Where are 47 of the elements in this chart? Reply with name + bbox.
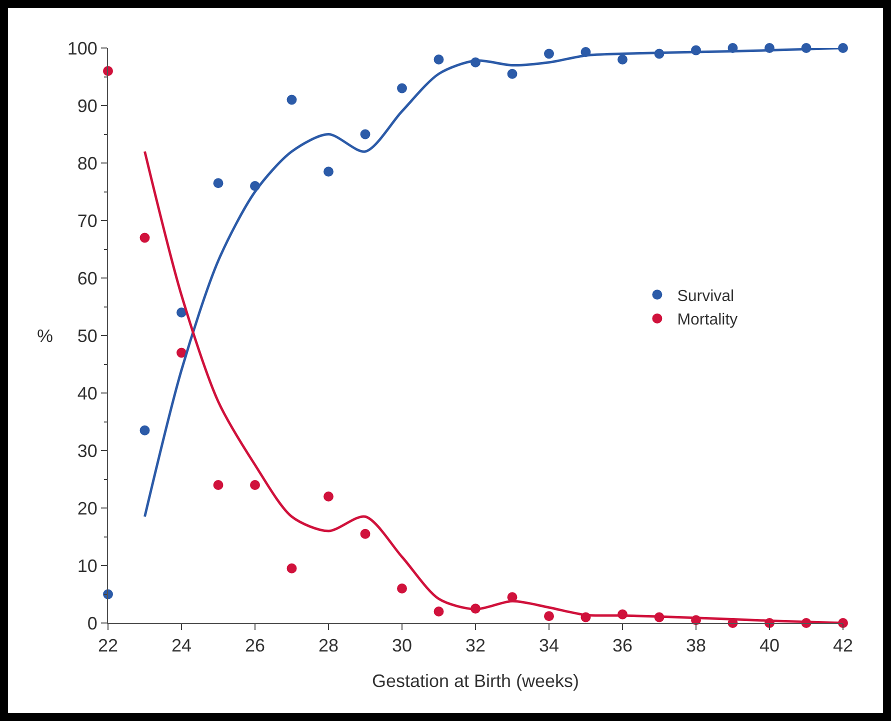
point [360,528,370,539]
y-tick-label: 70 [77,210,98,231]
x-tick-label: 26 [244,636,266,656]
point [544,611,554,622]
y-tick-label: 50 [77,326,98,346]
point [213,480,224,490]
point [434,606,444,616]
y-tick-label: 100 [67,38,98,58]
y-tick-label: 30 [77,440,98,461]
x-tick-label: 38 [686,636,706,656]
x-axis-title: Gestation at Birth (weeks) [372,671,580,691]
x-tick-label: 28 [318,636,339,656]
y-tick-label: 20 [77,498,98,518]
point [140,232,150,243]
y-tick-label: 60 [77,268,98,288]
point [176,308,186,318]
x-tick-label: 42 [832,636,854,656]
point [286,94,297,105]
point [618,54,628,64]
point [397,584,407,594]
x-tick-label: 24 [171,636,192,656]
point [324,492,334,502]
x-tick-label: 32 [465,636,486,656]
point [213,178,224,188]
y-tick-label: 40 [77,383,98,404]
y-tick-label: 90 [77,96,98,116]
x-tick-label: 30 [392,636,412,656]
point [544,48,554,59]
point [397,83,407,94]
y-tick-label: 10 [77,556,98,576]
point [360,129,370,140]
y-axis-title: % [37,326,54,346]
point [140,425,150,436]
point [250,480,260,490]
legend-label: Mortality [677,312,738,329]
x-tick-label: 40 [759,636,780,656]
point [176,348,186,358]
legend-label: Survival [677,288,734,305]
point [434,54,444,64]
point [507,68,518,79]
x-tick-label: 22 [98,636,118,656]
point [324,166,334,177]
x-tick-label: 34 [538,636,560,656]
y-tick-label: 0 [87,613,98,634]
y-tick-label: 80 [77,153,98,174]
x-tick-label: 36 [612,636,633,656]
point [286,563,297,574]
